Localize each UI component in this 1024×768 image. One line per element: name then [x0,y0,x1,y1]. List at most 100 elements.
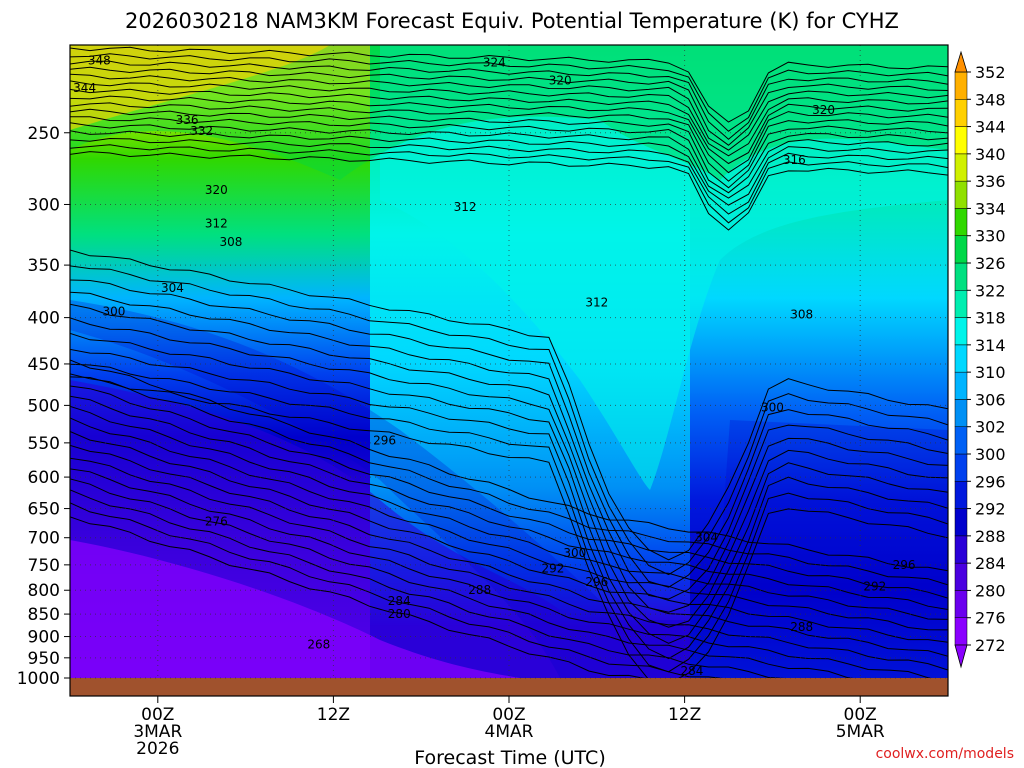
ground-surface [70,678,948,696]
contour-line [70,66,948,146]
colorbar-label: 280 [975,581,1006,600]
contour-line [70,53,948,132]
contour-line [70,46,948,123]
x-tick-label: 12Z [668,705,701,725]
y-tick-label: 900 [28,628,60,648]
colorbar-swatch [954,317,968,346]
y-tick-label: 650 [28,500,60,520]
contour-label: 268 [307,637,330,651]
contour-label: 308 [220,235,243,249]
contour-line [70,102,948,182]
colorbar-label: 326 [975,254,1006,273]
contour-line [70,303,948,613]
contour-lines [70,46,948,678]
colorbar-swatch [954,617,968,646]
contour-label: 304 [161,281,184,295]
x-tick-label: 00Z [844,705,877,725]
contour-label: 324 [483,55,506,69]
green-upper [70,45,948,180]
y-tick-label: 600 [28,468,60,488]
colorbar-label: 300 [975,445,1006,464]
contour-line [70,417,948,631]
colorbar-swatch [954,126,968,155]
contour-label: 292 [863,579,886,593]
x-axis-title: Forecast Time (UTC) [414,747,605,768]
contour-line [70,359,948,572]
colorbar-swatch [954,235,968,264]
y-tick-label: 350 [28,256,60,276]
contour-line [70,395,948,610]
contour-line [70,317,948,628]
y-tick-label: 450 [28,355,60,375]
colorbar-swatch [954,399,968,427]
x-tick-label: 4MAR [485,722,534,742]
colorbar-label: 348 [975,90,1006,109]
y-tick-label: 400 [28,309,60,329]
contour-line [70,489,786,678]
contour-label: 336 [176,113,199,127]
contour-label: 308 [790,308,813,322]
colorbar-swatch [954,426,968,455]
colorbar-label: 352 [975,63,1006,82]
colorbar-label: 330 [975,227,1006,246]
contour-line [70,348,948,660]
contour-line [70,457,948,671]
y-axis: 250 300 350 400 450 500 550 600 650 700 750 800 850 9… [17,124,70,689]
colorbar-extend-top [954,50,968,73]
y-tick-label: 1000 [17,669,60,689]
contour-label: 300 [563,546,586,560]
colorbar-label: 318 [975,309,1006,328]
colorbar-swatch [954,208,968,236]
colorbar-label: 302 [975,418,1006,437]
contour-label: 316 [783,153,806,167]
x-tick-label: 3MAR [133,722,182,742]
contour-line [70,502,724,678]
coldest-band [70,540,520,678]
colorbar-label: 340 [975,145,1006,164]
grid-lines [70,45,948,679]
contour-label: 296 [373,434,396,448]
colorbar-extend-bottom [954,644,968,669]
contour-label: 284 [388,594,411,608]
colorbar-label: 306 [975,390,1006,409]
contour-label: 344 [73,81,96,95]
colorbar-swatch [954,590,968,618]
y-tick-label: 850 [28,605,60,625]
contour-label: 320 [205,183,228,197]
y-tick-label: 750 [28,556,60,576]
contour-label: 332 [190,124,213,138]
contour-label: 320 [812,103,835,117]
contour-label: 320 [549,74,572,88]
colorbar-label: 310 [975,363,1006,382]
x-tick-label: 00Z [141,705,174,725]
colorbar-label: 344 [975,118,1006,137]
contour-line [70,516,646,678]
contour-line [70,478,854,678]
colorbar-swatch [954,481,968,509]
contour-line [70,468,932,678]
contour-line [70,60,948,140]
colorbar-swatch [954,99,968,127]
contour-line [70,144,948,224]
contour-line [70,291,948,600]
contour-label: 312 [205,217,228,231]
contour-label: 292 [541,562,564,576]
colorbar-swatch [954,262,968,291]
colorbar-swatch [954,71,968,100]
contour-label: 284 [680,664,703,678]
x-tick-label: 5MAR [836,722,885,742]
colorbar-swatch [954,180,968,209]
colorbar-label: 322 [975,281,1006,300]
contour-label: 312 [454,200,477,214]
contour-label: 280 [388,607,411,621]
colorbar-label: 284 [975,554,1006,573]
contour-label: 276 [205,515,228,529]
colorbar-swatch [954,508,968,537]
contour-line [70,332,948,644]
contour-label: 312 [585,296,608,310]
colorbar-label: 334 [975,199,1006,218]
x-tick-label: 2026 [136,739,179,759]
contour-line [70,385,948,599]
